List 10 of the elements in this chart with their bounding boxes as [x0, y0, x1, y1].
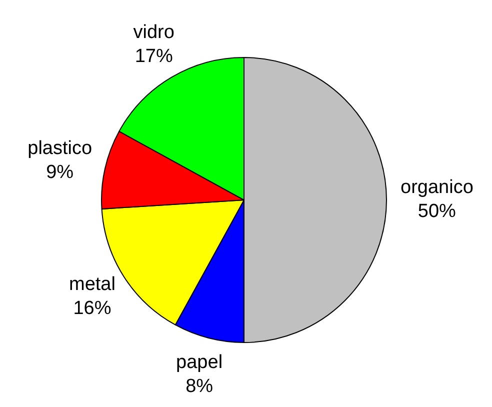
slice-label: papel	[176, 352, 223, 374]
data-label: 8%	[186, 376, 214, 398]
data-label: 17%	[134, 46, 173, 67]
slice-label: plastico	[28, 138, 92, 159]
slice-label: metal	[69, 274, 116, 295]
slice-label: vidro	[133, 22, 174, 43]
slice-label: organico	[400, 177, 474, 198]
data-label: 50%	[418, 201, 456, 222]
data-label: 9%	[46, 162, 74, 183]
data-label: 16%	[73, 298, 112, 319]
